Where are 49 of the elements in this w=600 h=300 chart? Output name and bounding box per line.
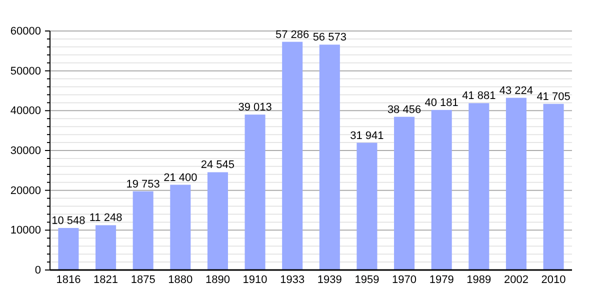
y-tick-label: 10000 <box>10 224 41 237</box>
x-tick-label: 1989 <box>466 274 492 286</box>
x-tick-label: 1959 <box>354 274 380 286</box>
x-tick-label: 2002 <box>504 274 528 286</box>
data-label: 10 548 <box>52 214 86 227</box>
data-label: 41 881 <box>462 90 496 102</box>
x-tick-label: 1970 <box>392 274 417 286</box>
data-label: 56 573 <box>312 32 346 44</box>
bar <box>543 104 564 270</box>
bar <box>58 228 79 270</box>
x-tick-label: 1821 <box>94 274 118 286</box>
x-tick-label: 1880 <box>168 274 193 286</box>
bar <box>132 191 154 270</box>
bar <box>282 42 303 270</box>
bar <box>394 116 415 270</box>
x-tick-label: 1910 <box>242 274 268 286</box>
y-tick-label: 40000 <box>10 105 41 118</box>
y-tick-label: 50000 <box>10 65 41 78</box>
bar <box>170 184 191 270</box>
data-label: 21 400 <box>164 172 198 184</box>
data-label: 31 941 <box>350 130 384 142</box>
x-tick-label: 1890 <box>205 274 230 286</box>
data-label: 38 456 <box>387 104 422 116</box>
x-tick-label: 2010 <box>541 274 566 286</box>
y-tick-label: 20000 <box>10 184 41 197</box>
x-tick-label: 1933 <box>280 274 305 286</box>
data-label: 39 013 <box>238 102 272 114</box>
bar <box>319 44 340 270</box>
bar <box>506 98 526 270</box>
y-tick-label: 0 <box>34 264 41 277</box>
bar <box>207 172 228 270</box>
data-label: 11 248 <box>89 212 122 224</box>
x-tick-label: 1939 <box>317 274 342 286</box>
data-label: 40 181 <box>424 96 458 109</box>
x-tick-label: 1875 <box>130 274 156 286</box>
bar <box>96 225 116 270</box>
data-label: 57 286 <box>276 28 310 41</box>
y-tick-label: 30000 <box>10 145 41 158</box>
data-label: 19 753 <box>126 178 160 190</box>
bar <box>356 142 378 270</box>
x-tick-label: 1816 <box>56 274 81 286</box>
data-label: 24 545 <box>200 159 235 172</box>
data-label: 41 705 <box>536 90 570 103</box>
bar <box>431 110 452 270</box>
bar <box>244 114 266 270</box>
y-tick-label: 60000 <box>10 26 41 38</box>
bar <box>468 103 490 270</box>
x-tick-label: 1979 <box>429 274 454 286</box>
data-label: 43 224 <box>499 84 534 97</box>
